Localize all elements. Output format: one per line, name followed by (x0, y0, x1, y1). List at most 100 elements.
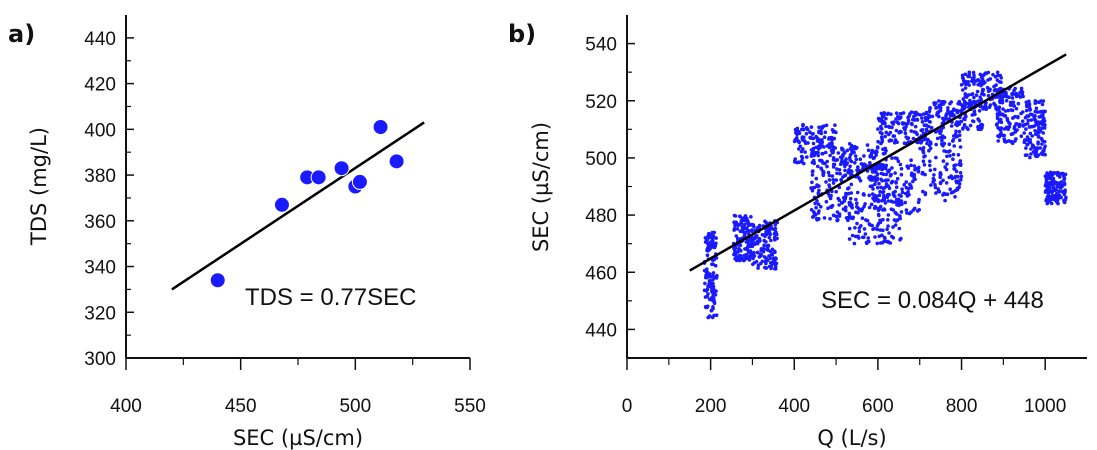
panel-b-data-point (855, 204, 859, 209)
panel-b-data-point (712, 313, 716, 318)
panel-b-data-point (1056, 170, 1060, 175)
panel-b-data-point (886, 178, 890, 182)
panel-b-data-point (951, 137, 956, 142)
panel-b-data-point (1047, 191, 1051, 195)
panel-b-data-point (739, 254, 743, 258)
panel-b-data-point (1035, 110, 1040, 114)
panel-b-data-point (855, 168, 859, 172)
panel-b-data-point (740, 229, 745, 233)
panel-b-data-point (911, 117, 915, 122)
panel-b-data-point (811, 215, 815, 219)
panel-b-data-point (880, 233, 884, 237)
panel-b-data-point (879, 171, 884, 176)
panel-b-data-point (1013, 139, 1017, 143)
panel-b-data-point (928, 163, 932, 168)
panel-b-data-point (1040, 142, 1044, 146)
panel-b-data-point (798, 144, 803, 149)
panel-b-data-point (893, 189, 897, 194)
panel-b-data-point (1043, 174, 1048, 178)
panel-b-data-point (979, 83, 983, 88)
panel-b-data-point (882, 111, 886, 115)
panel-b-data-point (846, 191, 851, 196)
panel-b-data-point (764, 259, 768, 263)
panel-b-data-point (1052, 188, 1057, 193)
a-y-tick-label: 420 (84, 75, 116, 96)
panel-b-data-point (702, 288, 707, 293)
panel-b-data-point (1037, 125, 1041, 129)
panel-b-data-point (878, 189, 882, 194)
panel-b-data-point (874, 149, 878, 153)
panel-b-data-point (820, 151, 824, 156)
panel-b-data-point (894, 111, 899, 115)
panel-b-data-point (830, 141, 834, 146)
panel-b-data-point (899, 236, 903, 241)
panel-b-data-point (1034, 106, 1039, 111)
panel-b-data-point (737, 222, 742, 227)
panel-b-data-point (890, 166, 894, 170)
panel-b-data-point (769, 238, 773, 243)
panel-b-data-point (940, 99, 944, 104)
panel-b-data-point (880, 167, 885, 172)
panel-b-data-point (862, 163, 867, 168)
panel-b-data-point (994, 122, 999, 127)
panel-b-data-point (876, 127, 880, 131)
panel-b-data-point (875, 177, 879, 182)
panel-b-y-label: SEC (µS/cm) (529, 122, 553, 252)
panel-b-data-point (953, 195, 957, 199)
panel-b-data-point (900, 190, 905, 195)
panel-b-data-point (886, 170, 891, 174)
panel-b-data-point (858, 157, 863, 161)
panel-b-data-point (981, 74, 985, 78)
panel-b-data-point (837, 203, 841, 207)
panel-b-data-point (877, 181, 881, 186)
panel-b-data-point (767, 264, 772, 269)
panel-b-data-point (877, 193, 882, 198)
panel-b-data-point (923, 172, 927, 177)
panel-b-data-point (737, 247, 741, 251)
panel-b-data-point (844, 205, 848, 209)
panel-b-data-point (954, 129, 958, 134)
panel-b-data-point (1044, 197, 1049, 202)
panel-b-data-point (1058, 185, 1062, 190)
panel-b-data-point (934, 191, 938, 195)
panel-b-data-point (818, 144, 823, 148)
panel-b-data-point (963, 72, 968, 77)
panel-b-data-point (924, 128, 929, 133)
panel-b-data-point (935, 136, 940, 141)
panel-b-data-point (1037, 121, 1042, 126)
panel-b-data-point (867, 222, 872, 226)
a-y-tick-label: 360 (84, 212, 116, 233)
panel-b-data-point (857, 207, 862, 212)
panel-b-data-point (1024, 146, 1028, 150)
panel-b-data-point (708, 275, 713, 279)
panel-b-data-point (897, 116, 902, 121)
b-y-tick-label: 520 (585, 92, 617, 113)
panel-b-data-point (755, 250, 760, 255)
panel-b-data-point (1039, 115, 1043, 119)
panel-b-data-point (942, 149, 946, 153)
panel-b-data-point (884, 172, 888, 177)
panel-b-data-point (808, 130, 812, 134)
panel-a-x-ticks: 400 450 500 550 (110, 358, 486, 417)
panel-b-data-point (775, 236, 779, 241)
panel-b-data-point (873, 193, 877, 198)
panel-b-data-point (1028, 138, 1032, 142)
panel-b-data-point (1016, 101, 1021, 106)
panel-b-data-point (869, 202, 874, 207)
panel-b-data-point (875, 185, 880, 190)
panel-b-data-point (756, 266, 760, 270)
panel-b-data-point (941, 116, 945, 121)
b-x-tick-label: 200 (695, 396, 727, 417)
panel-b-data-point (712, 293, 717, 297)
panel-b-data-point (906, 118, 911, 123)
panel-b-data-point (829, 205, 834, 209)
panel-b-data-point (815, 184, 820, 189)
panel-b-data-point (890, 156, 894, 160)
panel-b-data-point (876, 139, 880, 144)
panel-b-data-point (953, 163, 958, 167)
panel-b-data-point (1025, 142, 1030, 147)
panel-b-data-point (738, 214, 742, 218)
panel-b-data-point (912, 114, 916, 119)
b-x-tick-label: 0 (622, 396, 633, 417)
panel-b-data-point (762, 255, 767, 259)
